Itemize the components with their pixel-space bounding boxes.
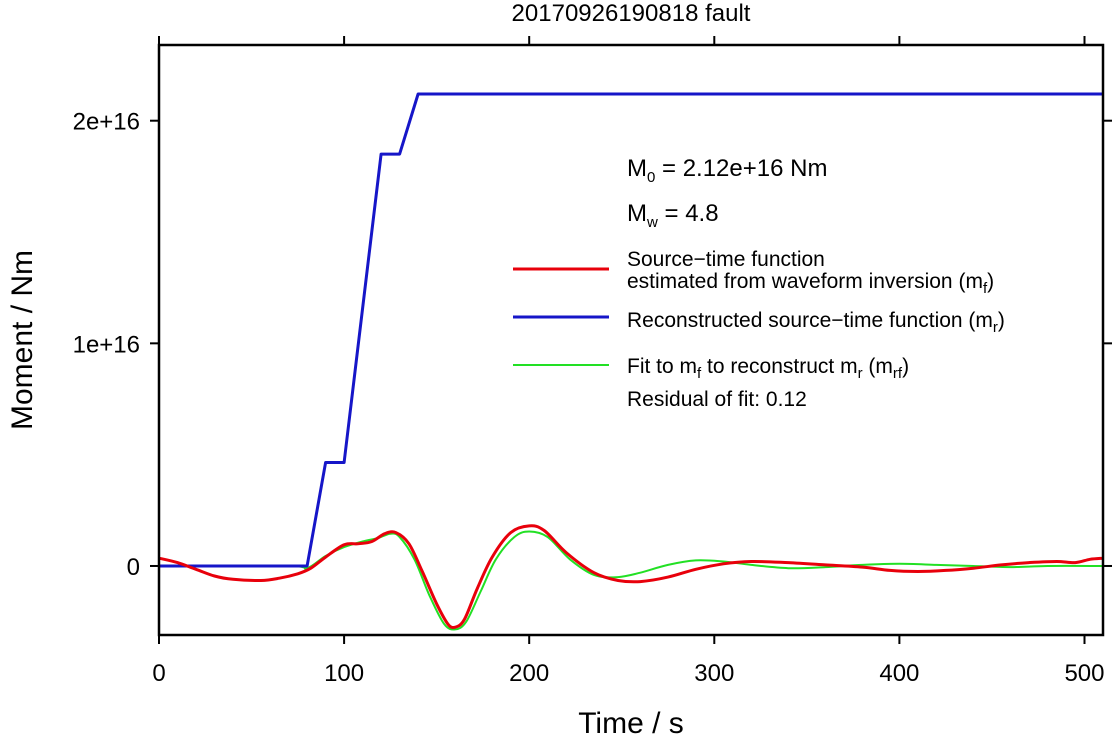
x-tick-label: 0 xyxy=(152,660,165,687)
residual-annotation: Residual of fit: 0.12 xyxy=(627,388,807,411)
y-tick-label: 2e+16 xyxy=(73,109,140,136)
legend-label-mf-line2: estimated from waveform inversion (mf) xyxy=(627,270,994,297)
legend-label-mf-line1: Source−time function xyxy=(627,248,825,271)
annotation-mw: Mw = 4.8 xyxy=(627,200,719,231)
y-tick-label: 1e+16 xyxy=(73,331,140,358)
svg-text:Mw = 4.8: Mw = 4.8 xyxy=(627,200,719,231)
legend-label-mr: Reconstructed source−time function (mr) xyxy=(627,309,1005,336)
x-tick-label: 400 xyxy=(879,660,919,687)
legend-label-mrf: Fit to mf to reconstruct mr (mrf) xyxy=(627,355,909,382)
x-tick-label: 200 xyxy=(509,660,549,687)
series-line-mrf xyxy=(159,530,1103,631)
plot-frame xyxy=(157,43,1105,637)
chart-title: 20170926190818 fault xyxy=(512,0,751,27)
legend: Source−time function estimated from wave… xyxy=(513,248,1005,411)
series-line-mf xyxy=(159,524,1103,630)
ticks-layer: 0 100 200 300 400 500 0 1e+16 2e+16 xyxy=(73,36,1112,687)
x-axis-label: Time / s xyxy=(578,707,684,736)
y-axis-label: Moment / Nm xyxy=(6,250,39,430)
x-tick-label: 500 xyxy=(1064,660,1104,687)
x-tick-label: 300 xyxy=(694,660,734,687)
svg-text:M0 = 2.12e+16 Nm: M0 = 2.12e+16 Nm xyxy=(627,155,827,186)
y-tick-label: 0 xyxy=(127,554,140,581)
series-line-mr xyxy=(159,92,1103,568)
x-tick-label: 100 xyxy=(324,660,364,687)
annotation-m0: M0 = 2.12e+16 Nm xyxy=(627,155,827,186)
series-layer xyxy=(159,92,1103,631)
